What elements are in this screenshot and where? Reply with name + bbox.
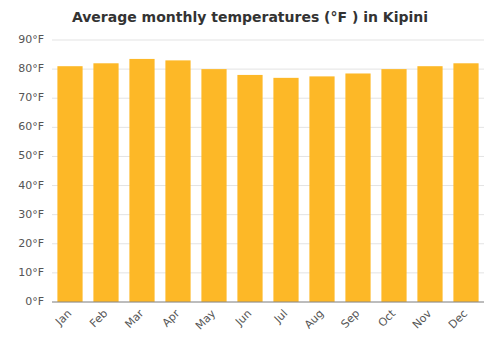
y-tick-label: 90°F bbox=[18, 33, 44, 46]
y-tick-label: 0°F bbox=[25, 295, 44, 308]
y-axis: 0°F 10°F 20°F 30°F 40°F 50°F 60°F 70°F 80°F 90°F bbox=[18, 33, 44, 308]
x-tick-label: Aug bbox=[302, 307, 326, 331]
y-tick-label: 80°F bbox=[18, 62, 44, 75]
bar bbox=[345, 73, 370, 302]
x-tick-label: Oct bbox=[376, 307, 399, 330]
bar bbox=[129, 59, 154, 302]
chart-svg: 0°F 10°F 20°F 30°F 40°F 50°F 60°F 70°F 80°F 90°F J… bbox=[0, 0, 500, 350]
chart-title: Average monthly temperatures (°F ) in Ki… bbox=[72, 9, 428, 25]
y-tick-label: 70°F bbox=[18, 91, 44, 104]
x-tick-label: Jan bbox=[52, 307, 74, 329]
x-tick-label: Sep bbox=[338, 307, 362, 331]
x-tick-label: Apr bbox=[160, 307, 183, 330]
grid-line bbox=[52, 302, 484, 303]
bar bbox=[237, 75, 262, 302]
chart-container: 0°F 10°F 20°F 30°F 40°F 50°F 60°F 70°F 80°F 90°F J… bbox=[0, 0, 500, 350]
bar bbox=[309, 76, 334, 302]
y-tick-label: 60°F bbox=[18, 120, 44, 133]
bar bbox=[417, 66, 442, 302]
bar bbox=[273, 78, 298, 302]
bar bbox=[93, 63, 118, 302]
x-axis-line bbox=[52, 302, 484, 303]
x-tick-label: Dec bbox=[446, 307, 470, 331]
grid-line bbox=[52, 40, 484, 41]
bar bbox=[381, 69, 406, 302]
y-tick-label: 50°F bbox=[18, 149, 44, 162]
grid bbox=[52, 40, 484, 302]
x-tick-label: Nov bbox=[410, 307, 435, 332]
bar bbox=[453, 63, 478, 302]
bar bbox=[57, 66, 82, 302]
x-tick-label: Mar bbox=[122, 307, 146, 331]
x-tick-label: Feb bbox=[87, 307, 110, 330]
bar bbox=[201, 69, 226, 302]
bar bbox=[165, 60, 190, 302]
y-tick-label: 10°F bbox=[18, 266, 44, 279]
x-tick-label: May bbox=[193, 307, 219, 333]
y-tick-label: 30°F bbox=[18, 208, 44, 221]
y-tick-label: 40°F bbox=[18, 179, 44, 192]
x-tick-label: Jun bbox=[232, 307, 254, 329]
bars bbox=[57, 59, 478, 302]
y-tick-label: 20°F bbox=[18, 237, 44, 250]
x-axis: Jan Feb Mar Apr May Jun Jul Aug Sep Oct Nov Dec bbox=[52, 307, 470, 333]
x-tick-label: Jul bbox=[271, 307, 290, 326]
